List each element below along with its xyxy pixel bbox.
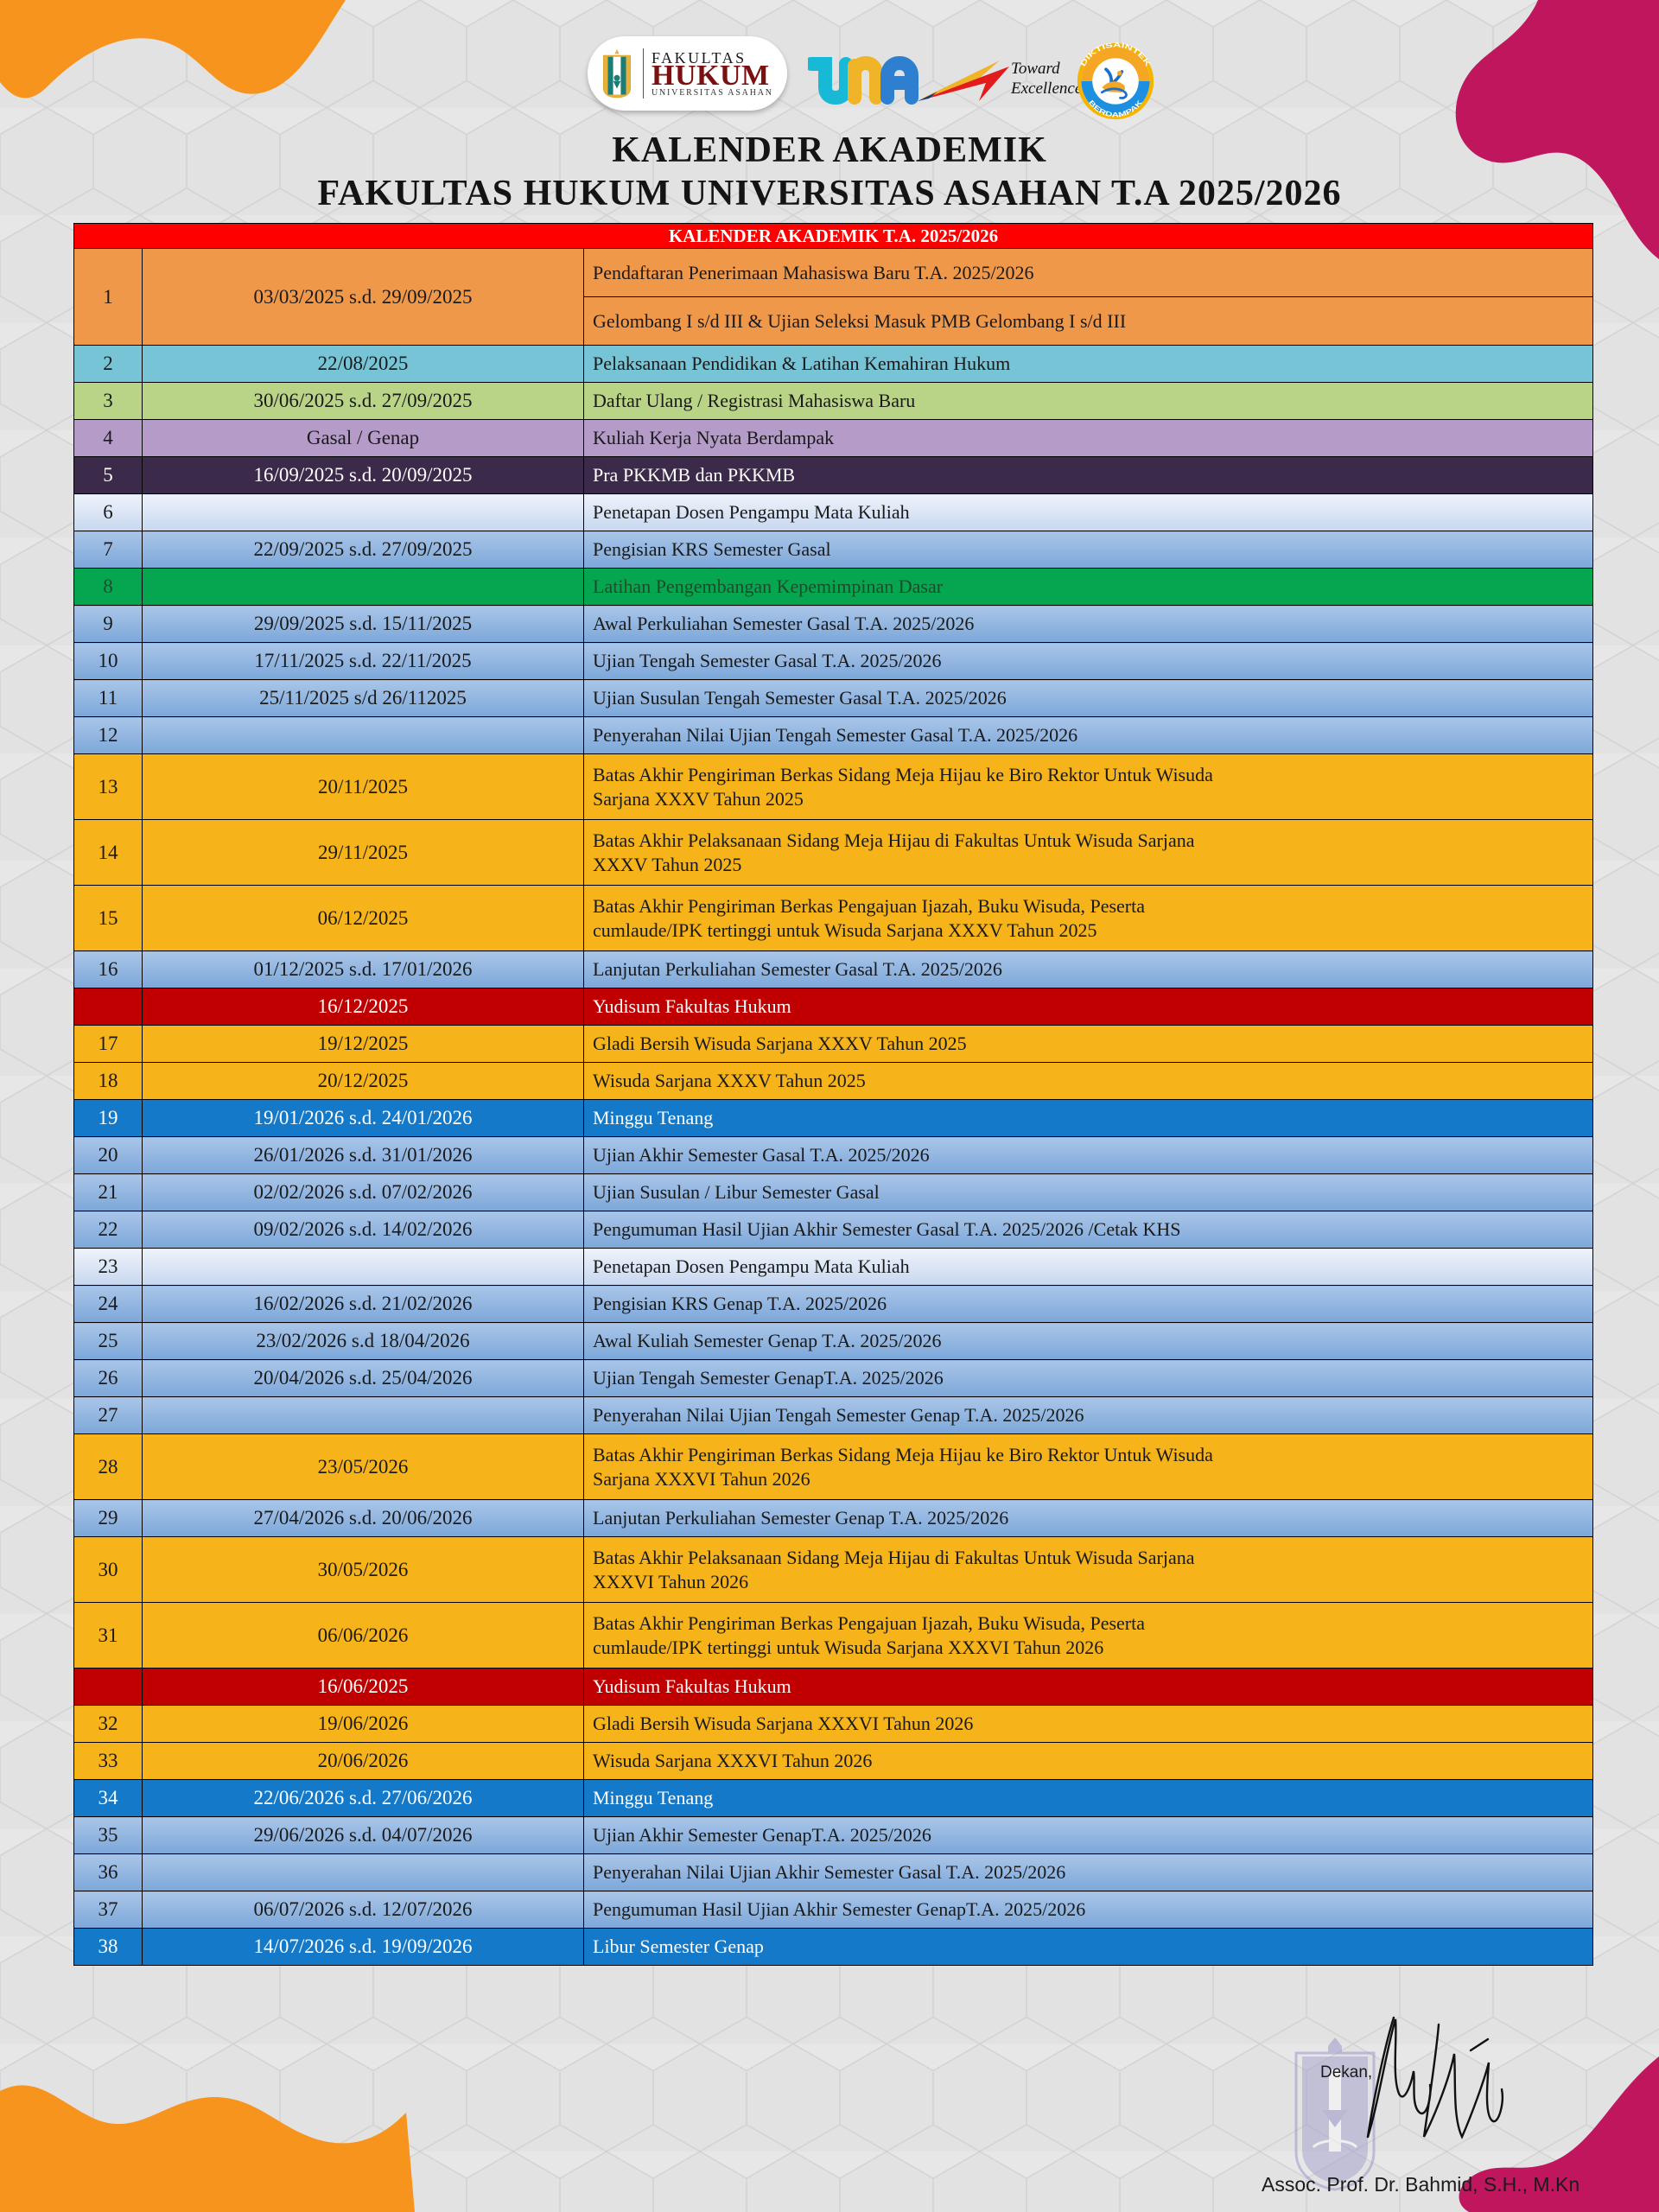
svg-text:Excellence: Excellence bbox=[1010, 79, 1082, 98]
svg-text:Toward: Toward bbox=[1011, 60, 1060, 78]
